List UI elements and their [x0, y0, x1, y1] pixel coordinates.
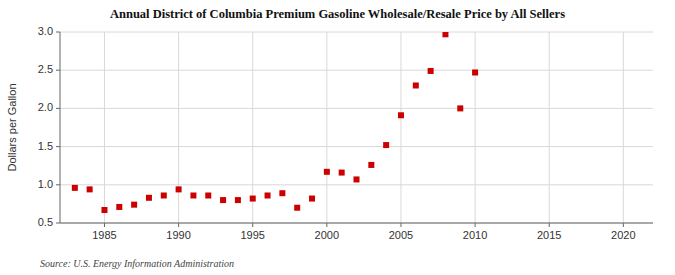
grid-line: [60, 32, 653, 33]
grid-line: [475, 32, 476, 223]
tick-label: 2010: [463, 229, 487, 241]
grid-line: [60, 146, 653, 147]
tick: [326, 223, 327, 227]
grid-line: [326, 32, 327, 223]
tick: [549, 223, 550, 227]
point: [398, 112, 404, 118]
grid-line: [400, 32, 401, 223]
grid-line: [178, 32, 179, 223]
point: [309, 196, 315, 202]
x-axis-line: [60, 223, 653, 224]
point: [279, 190, 285, 196]
point: [131, 202, 137, 208]
points: [72, 32, 478, 213]
point: [428, 68, 434, 74]
tick: [56, 32, 60, 33]
point: [368, 162, 374, 168]
tick: [56, 223, 60, 224]
point: [324, 169, 330, 175]
tick-label: 1.0: [38, 178, 53, 190]
grid-line: [60, 70, 653, 71]
tick-label: 1985: [92, 229, 116, 241]
tick-label: 2.0: [38, 101, 53, 113]
axes: 0.5 1.0 1.5 2.0 2.5 3.0 1985 1990 1995 2000 2005 20…: [38, 25, 653, 241]
tick: [56, 108, 60, 109]
grid-line: [60, 223, 653, 224]
tick-label: 2005: [389, 229, 413, 241]
tick-label: 3.0: [38, 25, 53, 37]
tick: [56, 146, 60, 147]
grid-line: [252, 32, 253, 223]
point: [265, 192, 271, 198]
point: [190, 192, 196, 198]
grid-line: [60, 184, 653, 185]
grid-line: [623, 32, 624, 223]
tick-label: 2020: [611, 229, 635, 241]
tick: [178, 223, 179, 227]
point: [116, 204, 122, 210]
tick: [475, 223, 476, 227]
chart: 0.5 1.0 1.5 2.0 2.5 3.0 1985 1990 1995 2000 2005 20…: [0, 0, 675, 275]
point: [354, 176, 360, 182]
tick: [400, 223, 401, 227]
point: [413, 82, 419, 88]
grid-line: [104, 32, 105, 223]
point: [146, 195, 152, 201]
point: [339, 170, 345, 176]
tick-label: 1.5: [38, 140, 53, 152]
point: [176, 186, 182, 192]
tick-label: 2.5: [38, 63, 53, 75]
grid-line: [60, 108, 653, 109]
y-axis-line: [60, 32, 61, 223]
tick-label: 2000: [315, 229, 339, 241]
title: Annual District of Columbia Premium Gaso…: [110, 7, 565, 21]
grid: [60, 32, 653, 223]
point: [101, 207, 107, 213]
point: [161, 192, 167, 198]
point: [472, 69, 478, 75]
annotation: Source: U.S. Energy Information Administ…: [40, 258, 234, 269]
point: [72, 185, 78, 191]
point: [383, 142, 389, 148]
tick: [623, 223, 624, 227]
point: [87, 186, 93, 192]
tick: [104, 223, 105, 227]
point: [205, 192, 211, 198]
tick: [56, 184, 60, 185]
point: [220, 197, 226, 203]
point: [250, 196, 256, 202]
point: [235, 197, 241, 203]
point: [294, 205, 300, 211]
point: [442, 32, 448, 37]
grid-line: [549, 32, 550, 223]
point: [457, 105, 463, 111]
tick-label: 0.5: [38, 216, 53, 228]
tick-label: 1995: [240, 229, 264, 241]
tick: [252, 223, 253, 227]
y-axis-label: Dollars per Gallon: [6, 83, 18, 171]
tick-label: 1990: [166, 229, 190, 241]
tick: [56, 70, 60, 71]
tick-label: 2015: [537, 229, 561, 241]
